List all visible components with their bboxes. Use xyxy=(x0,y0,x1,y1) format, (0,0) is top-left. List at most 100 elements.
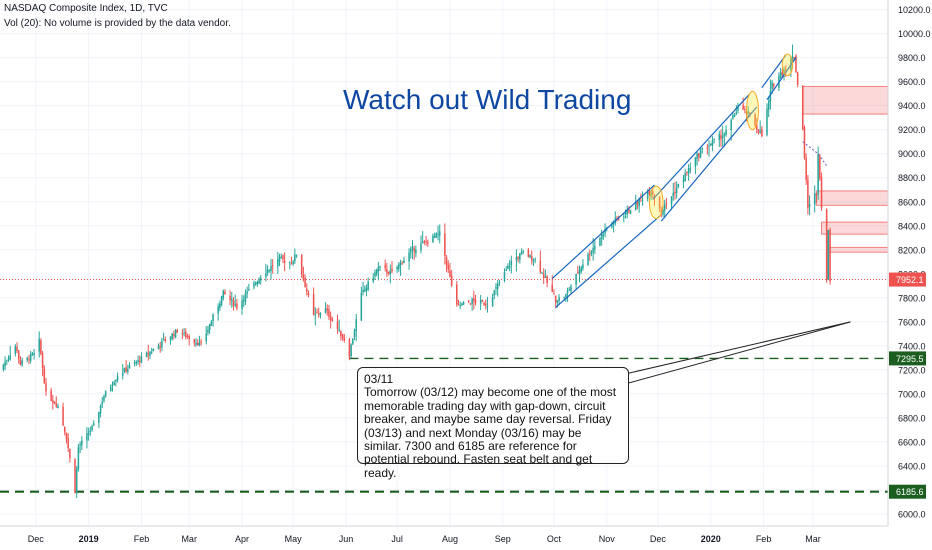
candle-body xyxy=(17,350,20,360)
candle-body xyxy=(65,432,68,440)
candle-body xyxy=(79,444,81,446)
candle-body xyxy=(265,273,267,278)
candle-body xyxy=(135,362,138,364)
price-tag-label: 7952.1 xyxy=(896,275,924,285)
candle-body xyxy=(604,228,606,234)
candle-body xyxy=(447,264,450,270)
price-axis: 6000.06200.06400.06600.06800.07000.07200… xyxy=(887,0,931,526)
time-tick-label: 2019 xyxy=(79,534,99,544)
candle-body xyxy=(706,147,709,149)
candle-body xyxy=(173,334,175,336)
candle-body xyxy=(398,264,400,269)
price-tick-label: 8400.0 xyxy=(898,221,926,231)
candle-body xyxy=(176,330,179,333)
candle-body xyxy=(162,339,165,341)
candle-body xyxy=(399,262,402,266)
candle-body xyxy=(174,329,177,338)
price-tick-label: 9400.0 xyxy=(898,101,926,111)
candle-body xyxy=(675,188,678,194)
candle-body xyxy=(648,190,651,194)
candle-body xyxy=(314,313,317,316)
candle-body xyxy=(611,223,613,228)
candle-body xyxy=(432,235,434,243)
time-tick-label: Dec xyxy=(650,534,667,544)
candle-body xyxy=(554,295,557,303)
candle-body xyxy=(183,332,185,334)
candle-body xyxy=(67,438,69,449)
candle-body xyxy=(55,403,58,407)
time-tick-label: 2020 xyxy=(701,534,721,544)
candle-body xyxy=(588,254,591,256)
candle-body xyxy=(551,284,553,293)
candle-body xyxy=(725,129,727,135)
candle-body xyxy=(461,303,463,306)
candle-body xyxy=(29,354,32,361)
candle-body xyxy=(306,288,308,292)
candle-body xyxy=(137,359,139,362)
note-box[interactable]: 03/11 Tomorrow (03/12) may become one of… xyxy=(357,367,629,480)
candle-body xyxy=(128,365,131,369)
time-tick-label: Oct xyxy=(547,534,562,544)
callout-line xyxy=(624,321,851,375)
candle-body xyxy=(210,321,213,327)
candle-body xyxy=(732,114,734,119)
candle-body xyxy=(486,305,489,307)
candle-body xyxy=(331,319,334,321)
candle-body xyxy=(121,372,124,376)
candle-body xyxy=(45,383,47,392)
candle-body xyxy=(312,294,315,315)
candle-body xyxy=(195,342,197,345)
candle-body xyxy=(749,113,751,115)
candle-body xyxy=(4,361,6,367)
candle-body xyxy=(469,303,472,305)
candle-body xyxy=(149,351,151,356)
candle-body xyxy=(663,204,666,211)
candle-body xyxy=(161,340,163,348)
highlight-ellipse xyxy=(746,90,759,131)
candle-body xyxy=(348,339,351,357)
candle-body xyxy=(508,266,511,268)
candle-body xyxy=(612,223,615,225)
candle-body xyxy=(14,346,17,354)
time-tick-label: Nov xyxy=(599,534,616,544)
candle-body xyxy=(665,203,668,205)
candle-body xyxy=(326,308,329,311)
price-tag-label: 7295.5 xyxy=(896,354,924,364)
highlight-ellipse xyxy=(781,53,794,77)
channel-line xyxy=(761,54,787,89)
resistance-zone xyxy=(827,246,889,253)
candle-body xyxy=(766,108,768,135)
candle-body xyxy=(104,391,107,396)
candle-body xyxy=(686,171,688,173)
candle-body xyxy=(498,282,501,284)
candle-body xyxy=(7,357,10,360)
candle-body xyxy=(817,154,819,195)
candle-body xyxy=(735,112,738,115)
candle-body xyxy=(113,382,115,386)
candle-body xyxy=(159,346,161,348)
candle-body xyxy=(277,259,279,267)
candle-body xyxy=(737,106,739,111)
candle-body xyxy=(198,342,201,346)
candle-body xyxy=(241,300,243,310)
candle-body xyxy=(662,209,664,215)
price-tick-label: 6800.0 xyxy=(898,413,926,423)
candle-body xyxy=(689,168,692,170)
candle-body xyxy=(271,265,274,267)
candle-body xyxy=(532,260,535,262)
candle-body xyxy=(75,468,78,494)
candle-body xyxy=(386,269,388,273)
candle-body xyxy=(219,303,221,308)
candle-body xyxy=(759,130,761,133)
time-tick-label: Dec xyxy=(28,534,45,544)
candle-body xyxy=(365,287,368,291)
candle-body xyxy=(711,140,714,146)
candle-body xyxy=(696,153,698,159)
candle-body xyxy=(283,260,286,263)
candle-body xyxy=(123,368,126,372)
candle-body xyxy=(433,236,436,238)
candle-body xyxy=(444,233,446,257)
candle-body xyxy=(52,400,54,403)
candle-body xyxy=(781,72,784,75)
